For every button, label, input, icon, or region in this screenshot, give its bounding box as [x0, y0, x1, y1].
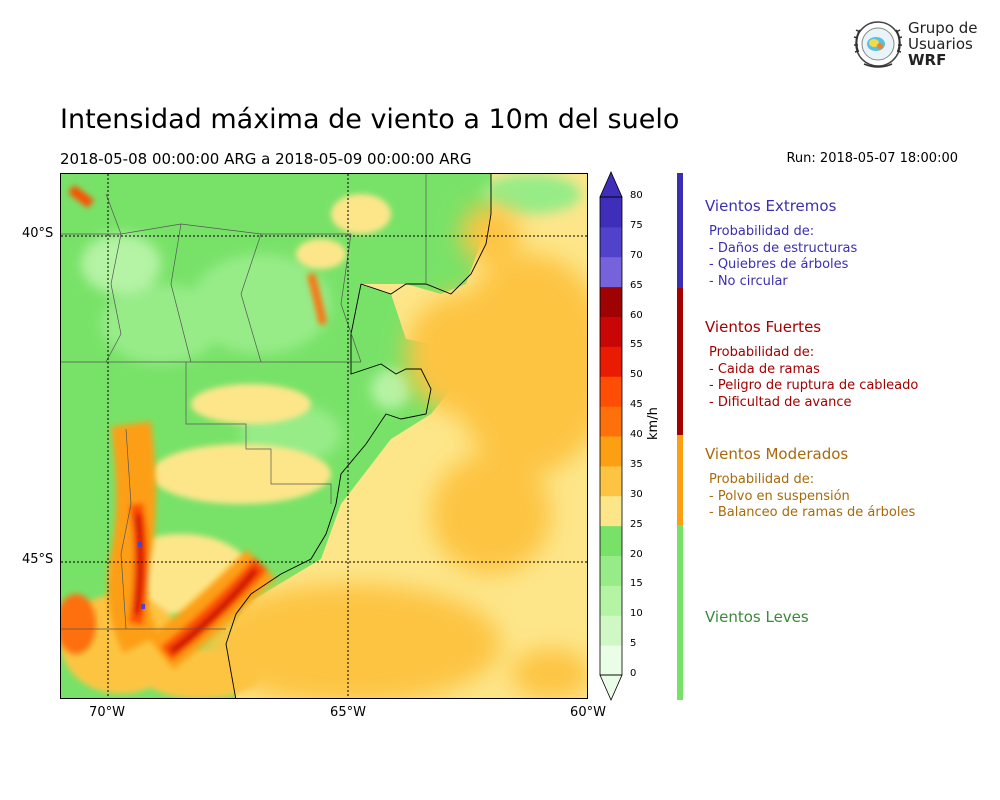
- lat-label-40s: 40°S: [22, 226, 54, 241]
- category-line: - Balanceo de ramas de árboles: [709, 505, 916, 520]
- colorbar-segment: [600, 286, 622, 317]
- colorbar-segment: [600, 436, 622, 467]
- ocean-orange-area: [511, 649, 587, 698]
- category-bar-moderados: [677, 435, 683, 525]
- colorbar-segment: [600, 645, 622, 676]
- moderate-wind-patch: [151, 444, 331, 504]
- coastline: [225, 174, 492, 698]
- colorbar-tick-label: 10: [630, 608, 643, 620]
- category-bar-leves: [677, 525, 683, 700]
- colorbar-segment: [600, 256, 622, 288]
- category-title: Vientos Leves: [705, 608, 809, 626]
- extreme-wind-spot: [138, 542, 142, 547]
- colorbar-segment: [600, 525, 622, 556]
- ocean-orange-area: [406, 294, 516, 414]
- colorbar-tick-label: 70: [630, 249, 643, 261]
- colorbar-extend-max: [599, 171, 623, 198]
- category-bar: [677, 173, 683, 700]
- colorbar-tick-label: 40: [630, 429, 643, 440]
- category-line: - Polvo en suspensión: [709, 488, 850, 504]
- category-line: - No circular: [709, 273, 788, 289]
- strong-wind-band: [168, 566, 259, 655]
- colorbar-tick-label: 50: [630, 369, 643, 381]
- colorbar-segment: [600, 226, 622, 258]
- category-line: Probabilidad de:: [709, 472, 815, 487]
- colorbar-segment: [600, 316, 622, 347]
- category-line: Probabilidad de:: [709, 345, 815, 360]
- colorbar-tick-label: 25: [630, 518, 643, 530]
- colorbar-tick-label: 45: [630, 399, 643, 411]
- light-green-patch: [481, 174, 581, 214]
- category-line: - Peligro de ruptura de cableado: [709, 378, 919, 393]
- category-title: Vientos Moderados: [705, 445, 849, 463]
- category-bar-extremos: [677, 173, 683, 288]
- colorbar-tick-label: 5: [630, 638, 637, 650]
- extreme-wind-spot: [141, 604, 145, 609]
- lon-label-65w: 65°W: [330, 705, 366, 720]
- colorbar-segment: [600, 495, 622, 527]
- colorbar-segment: [600, 465, 622, 497]
- graticule: [61, 174, 587, 698]
- colorbar-tick-label: 30: [630, 488, 643, 500]
- lon-label-70w: 70°W: [89, 705, 125, 720]
- lat-label-45s: 45°S: [22, 552, 54, 567]
- category-line: Probabilidad de:: [709, 224, 815, 239]
- category-title: Vientos Fuertes: [705, 318, 822, 336]
- colorbar-tick-label: 15: [630, 578, 643, 590]
- category-title: Vientos Extremos: [705, 197, 837, 215]
- colorbar-tick-label: 75: [630, 219, 643, 231]
- wind-map: [60, 173, 588, 699]
- colorbar-units: km/h: [646, 407, 661, 440]
- category-line: - Quiebres de árboles: [709, 257, 849, 272]
- lon-label-60w: 60°W: [570, 705, 606, 720]
- moderate-wind-patch: [296, 239, 346, 269]
- ocean-orange-area: [461, 204, 521, 264]
- wrf-globe-emblem-icon: [853, 21, 903, 68]
- strong-wind-band: [134, 513, 144, 615]
- run-time: Run: 2018-05-07 18:00:00: [786, 151, 958, 166]
- province-boundaries: [61, 174, 427, 630]
- strong-wind-band: [307, 272, 327, 325]
- colorbar-tick-label: 60: [630, 309, 643, 321]
- colorbar-segment: [600, 376, 622, 407]
- moderate-wind-patch: [331, 194, 391, 234]
- colorbar-tick-label: 20: [630, 548, 643, 560]
- colorbar-tick-label: 35: [630, 458, 643, 470]
- logo-line-3: WRF: [908, 51, 947, 69]
- colorbar-tick-label: 0: [630, 668, 637, 679]
- colorbar-extend-min: [599, 674, 623, 701]
- forecast-period: 2018-05-08 00:00:00 ARG a 2018-05-09 00:…: [60, 150, 472, 168]
- colorbar-segment: [600, 406, 622, 437]
- ocean-orange-area: [431, 454, 551, 574]
- light-green-patch: [191, 254, 331, 354]
- strong-wind-band: [68, 185, 94, 208]
- wind-field-plot: [61, 174, 587, 698]
- colorbar-tick-label: 65: [630, 279, 643, 291]
- ocean-orange-area: [201, 584, 501, 698]
- colorbar-segment: [600, 615, 622, 646]
- category-line: - Daños de estructuras: [709, 240, 858, 256]
- light-green-patch: [81, 234, 161, 294]
- colorbar-segment: [600, 197, 622, 228]
- map-title: Intensidad máxima de viento a 10m del su…: [60, 104, 680, 135]
- moderate-wind-patch: [191, 384, 311, 424]
- category-bar-fuertes: [677, 288, 683, 435]
- category-line: - Caida de ramas: [709, 361, 820, 377]
- colorbar-tick-label: 80: [630, 190, 643, 201]
- category-line: - Dificultad de avance: [709, 394, 852, 410]
- strong-wind-band: [61, 594, 96, 654]
- colorbar-tick-label: 55: [630, 339, 643, 351]
- colorbar-segment: [600, 346, 622, 377]
- logo-line-1: Grupo de: [908, 19, 978, 37]
- light-green-patch: [371, 369, 411, 409]
- colorbar-segment: [600, 555, 622, 586]
- colorbar-segment: [600, 585, 622, 616]
- wrf-logo: Grupo de Usuarios WRF: [850, 18, 978, 72]
- logo-line-2: Usuarios: [908, 35, 973, 53]
- wind-colorbar: [599, 171, 623, 701]
